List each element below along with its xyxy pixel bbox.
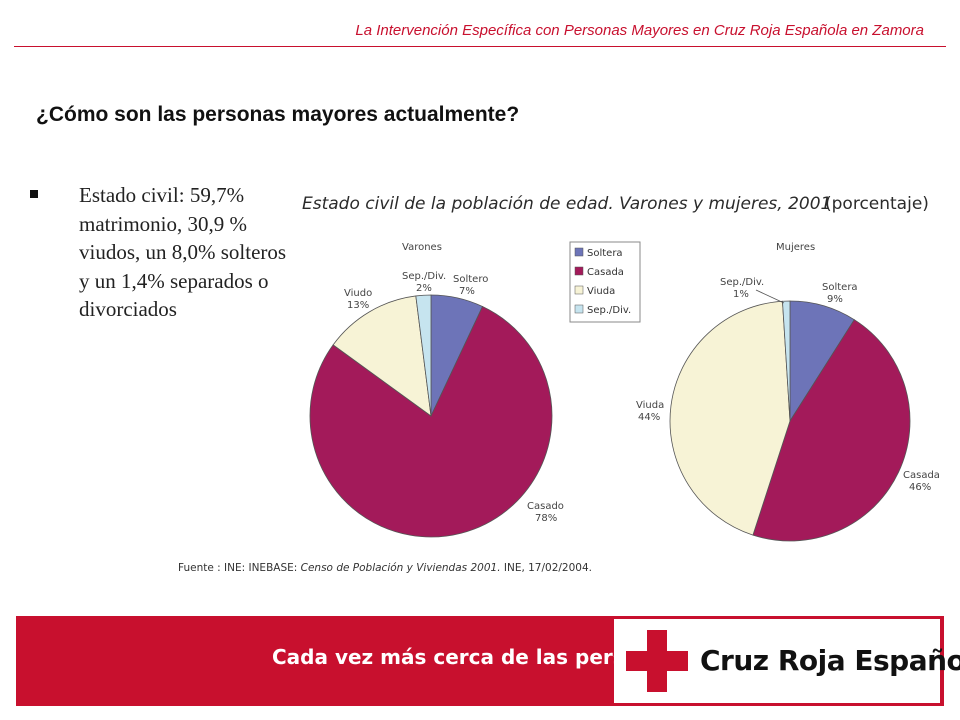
slice-value-viuda: 44% xyxy=(638,412,660,423)
legend-swatch-soltera xyxy=(574,247,584,257)
chart-title: Estado civil de la población de edad. Va… xyxy=(302,194,831,214)
marital-status-chart: Estado civil de la población de edad. Va… xyxy=(178,194,940,574)
pie-varones xyxy=(309,294,553,538)
varones-slice-sepdiv xyxy=(415,294,432,417)
slice-value-sepdiv-mujeres: 1% xyxy=(733,289,749,300)
slice-label-sepdiv-varones: Sep./Div. xyxy=(402,271,446,282)
header-title: La Intervención Específica con Personas … xyxy=(355,22,924,39)
slice-label-viudo: Viudo xyxy=(344,288,372,299)
mujeres-slice-casada xyxy=(752,319,911,542)
chart-title-suffix: (porcentaje) xyxy=(825,194,929,214)
mujeres-slice-sepdiv xyxy=(782,300,791,422)
legend-swatch-casada xyxy=(574,266,584,276)
header-divider xyxy=(14,46,946,47)
pie-mujeres xyxy=(669,300,911,542)
legend-label-soltera: Soltera xyxy=(587,248,623,259)
bullet-square-icon xyxy=(30,190,38,198)
source-prefix: Fuente : INE: INEBASE: xyxy=(178,562,301,574)
source-note: Fuente : INE: INEBASE: Censo de Població… xyxy=(178,562,592,574)
slice-value-casada: 46% xyxy=(909,482,931,493)
source-suffix: INE, 17/02/2004. xyxy=(501,562,592,574)
legend-label-sepdiv: Sep./Div. xyxy=(587,305,631,316)
slice-value-soltera: 9% xyxy=(827,294,843,305)
varones-slice-viudo xyxy=(332,295,432,417)
slice-label-soltera: Soltera xyxy=(822,282,858,293)
slice-label-sepdiv-mujeres: Sep./Div. xyxy=(720,277,764,288)
slice-label-casado: Casado xyxy=(527,501,564,512)
mujeres-slice-viuda xyxy=(669,300,791,536)
slice-value-viudo: 13% xyxy=(347,300,369,311)
legend-swatch-viuda xyxy=(574,285,584,295)
slice-value-sepdiv-varones: 2% xyxy=(416,283,432,294)
slice-label-casada: Casada xyxy=(903,470,940,481)
slide-title: ¿Cómo son las personas mayores actualmen… xyxy=(36,103,520,126)
legend-label-viuda: Viuda xyxy=(587,286,615,297)
slice-label-soltero: Soltero xyxy=(453,274,488,285)
legend-swatch-sepdiv xyxy=(574,304,584,314)
footer-slogan: Cada vez más cerca de las personas xyxy=(272,645,679,669)
red-cross-icon xyxy=(626,630,688,692)
slice-label-viuda: Viuda xyxy=(636,400,664,411)
logo-text: Cruz Roja Española xyxy=(700,644,960,677)
leader-line-sepdiv xyxy=(755,289,785,304)
legend-label-casada: Casada xyxy=(587,267,624,278)
bullet-text: Estado civil: 59,7% matrimonio, 30,9 % v… xyxy=(79,183,287,321)
slice-value-casado: 78% xyxy=(535,513,557,524)
pie-subtitle-mujeres: Mujeres xyxy=(776,242,815,253)
varones-slice-casado xyxy=(309,305,553,538)
slice-value-soltero: 7% xyxy=(459,286,475,297)
pie-subtitle-varones: Varones xyxy=(402,242,442,253)
source-italic: Censo de Población y Viviendas 2001. xyxy=(301,562,501,574)
